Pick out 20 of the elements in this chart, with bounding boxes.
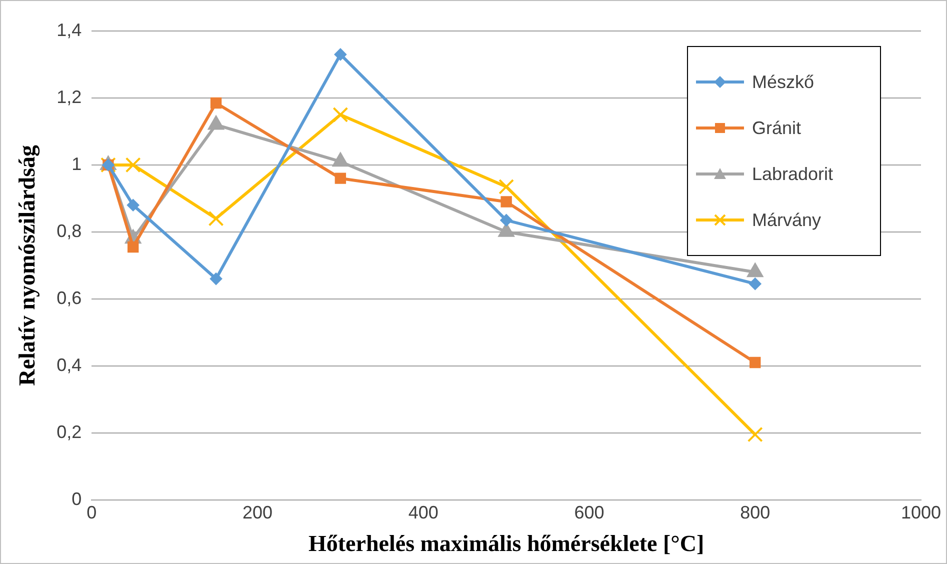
y-tick-label: 1 <box>72 154 82 174</box>
x-tick-label: 200 <box>242 502 273 523</box>
y-tick-label: 1,4 <box>56 20 82 40</box>
legend-label: Labradorit <box>752 164 834 184</box>
x-tick-label: 400 <box>408 502 438 523</box>
x-tick-label: 800 <box>740 502 770 523</box>
y-tick-label: 0,8 <box>56 220 82 241</box>
y-tick-label: 1,2 <box>56 86 82 107</box>
y-tick-label: 0,6 <box>56 288 82 308</box>
y-tick-label: 0,2 <box>56 422 82 442</box>
legend-label: Márvány <box>752 210 822 230</box>
y-tick-label: 0 <box>72 488 82 509</box>
legend-label: Mészkő <box>752 72 814 92</box>
x-tick-label: 0 <box>86 502 97 523</box>
y-axis-title: Relatív nyomószilárdság <box>14 144 41 386</box>
x-tick-label: 1000 <box>900 502 942 523</box>
y-tick-label: 0,4 <box>56 354 82 375</box>
legend-label: Gránit <box>752 118 802 138</box>
x-tick-label: 600 <box>574 502 604 523</box>
x-axis-title: Hőterhelés maximális hőmérséklete [°C] <box>308 531 704 556</box>
